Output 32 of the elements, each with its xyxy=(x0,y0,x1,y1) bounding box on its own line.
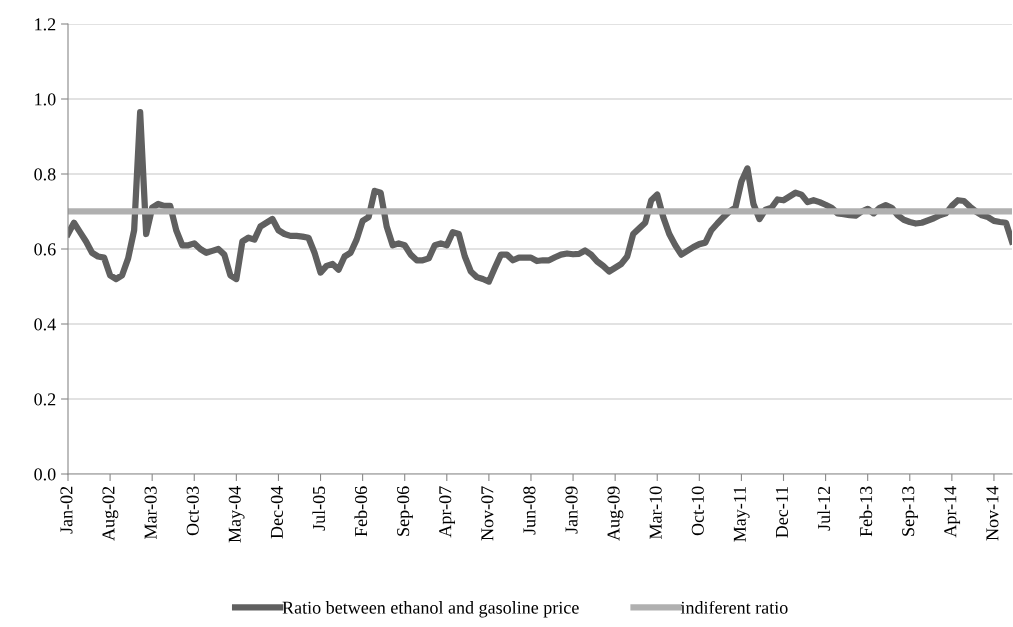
x-tick-label: Oct-03 xyxy=(186,486,199,536)
x-tick-label: Jun-08 xyxy=(523,486,536,535)
y-tick-label: 1.2 xyxy=(35,18,56,31)
x-tick-label: Mar-10 xyxy=(649,486,662,540)
x-tick-label: May-04 xyxy=(228,486,245,543)
x-tick-label: Sep-06 xyxy=(397,486,413,536)
y-tick-label: 0.4 xyxy=(34,318,56,331)
x-tick-label: Apr-14 xyxy=(944,486,961,538)
x-tick-label: Aug-09 xyxy=(607,486,624,541)
y-tick-label: 0.8 xyxy=(34,168,56,181)
x-tick-label: Dec-11 xyxy=(775,486,789,538)
x-tick-label: Aug-02 xyxy=(102,486,119,541)
x-tick-label: Nov-14 xyxy=(986,486,999,541)
x-tick-label: Oct-10 xyxy=(691,486,704,536)
legend-label: indiferent ratio xyxy=(680,600,788,614)
y-tick-label: 0.2 xyxy=(34,393,56,406)
y-tick-label: 1.0 xyxy=(35,93,56,106)
legend-label: Ratio between ethanol and gasoline price xyxy=(282,601,579,618)
x-tick-label: May-11 xyxy=(733,486,750,542)
x-tick-label: Jul-12 xyxy=(817,486,831,531)
x-tick-label: Feb-13 xyxy=(859,486,873,537)
x-tick-label: Jan-02 xyxy=(60,486,73,534)
x-tick-label: Mar-03 xyxy=(144,486,157,540)
x-tick-label: Nov-07 xyxy=(481,486,494,541)
y-tick-label: 0.0 xyxy=(34,468,56,481)
x-tick-label: Jul-05 xyxy=(312,486,326,531)
x-tick-label: Sep-13 xyxy=(902,486,918,536)
x-tick-label: Feb-06 xyxy=(354,486,368,537)
x-tick-label: Jan-09 xyxy=(565,486,578,534)
y-tick-label: 0.6 xyxy=(34,243,56,256)
x-tick-label: Dec-04 xyxy=(270,486,283,539)
x-tick-label: Apr-07 xyxy=(439,486,455,538)
